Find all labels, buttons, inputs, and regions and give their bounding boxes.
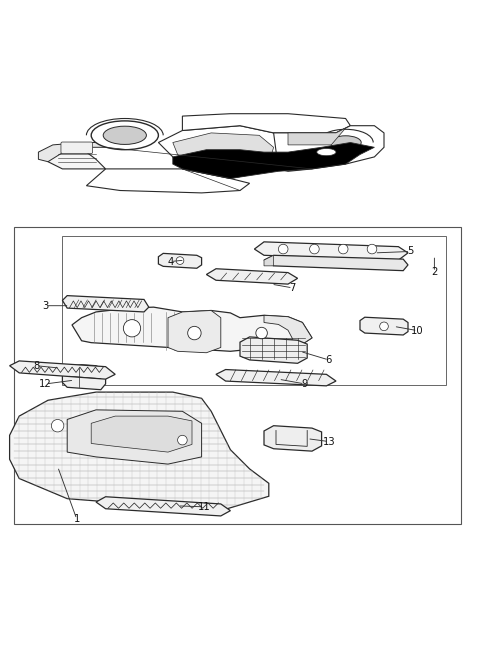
Polygon shape: [72, 307, 312, 352]
Polygon shape: [62, 295, 149, 312]
Polygon shape: [264, 426, 322, 451]
Polygon shape: [173, 133, 274, 172]
Circle shape: [123, 320, 141, 337]
Polygon shape: [168, 310, 221, 353]
Text: 6: 6: [325, 355, 332, 365]
Ellipse shape: [91, 121, 158, 150]
Ellipse shape: [330, 136, 361, 149]
Text: 3: 3: [42, 301, 49, 311]
Text: 2: 2: [431, 267, 438, 277]
Text: 1: 1: [73, 514, 80, 524]
Text: 9: 9: [301, 379, 308, 389]
Polygon shape: [264, 255, 274, 266]
Bar: [62, 236, 446, 385]
Polygon shape: [254, 242, 408, 260]
Polygon shape: [360, 317, 408, 335]
Text: 12: 12: [39, 379, 52, 389]
Polygon shape: [86, 169, 250, 193]
Ellipse shape: [317, 148, 336, 155]
Circle shape: [178, 435, 187, 445]
Polygon shape: [240, 337, 307, 363]
Polygon shape: [182, 114, 350, 133]
Polygon shape: [264, 315, 312, 348]
Text: 13: 13: [323, 437, 335, 446]
Polygon shape: [62, 364, 106, 390]
Text: 4: 4: [167, 257, 174, 266]
Ellipse shape: [322, 132, 370, 154]
Polygon shape: [216, 370, 336, 386]
Bar: [14, 226, 461, 524]
Circle shape: [380, 322, 388, 331]
Text: 10: 10: [411, 326, 424, 335]
Circle shape: [176, 257, 184, 264]
Polygon shape: [38, 143, 106, 162]
Polygon shape: [264, 255, 408, 271]
Polygon shape: [206, 269, 298, 284]
Text: 8: 8: [33, 361, 39, 371]
Polygon shape: [10, 361, 115, 379]
Text: 7: 7: [289, 283, 296, 293]
Circle shape: [278, 244, 288, 254]
Polygon shape: [173, 143, 374, 179]
Text: 11: 11: [198, 502, 210, 512]
Text: 5: 5: [407, 246, 414, 257]
Circle shape: [367, 244, 377, 254]
Polygon shape: [96, 497, 230, 516]
Polygon shape: [288, 128, 346, 145]
Polygon shape: [274, 126, 384, 172]
Circle shape: [338, 244, 348, 254]
Circle shape: [256, 327, 267, 339]
Polygon shape: [91, 416, 192, 452]
Circle shape: [51, 419, 64, 432]
Ellipse shape: [103, 126, 146, 144]
Polygon shape: [10, 392, 269, 511]
Circle shape: [310, 244, 319, 254]
FancyBboxPatch shape: [61, 142, 93, 154]
Polygon shape: [67, 410, 202, 464]
Polygon shape: [158, 126, 288, 179]
Circle shape: [188, 326, 201, 340]
Polygon shape: [158, 253, 202, 268]
Polygon shape: [48, 150, 106, 169]
